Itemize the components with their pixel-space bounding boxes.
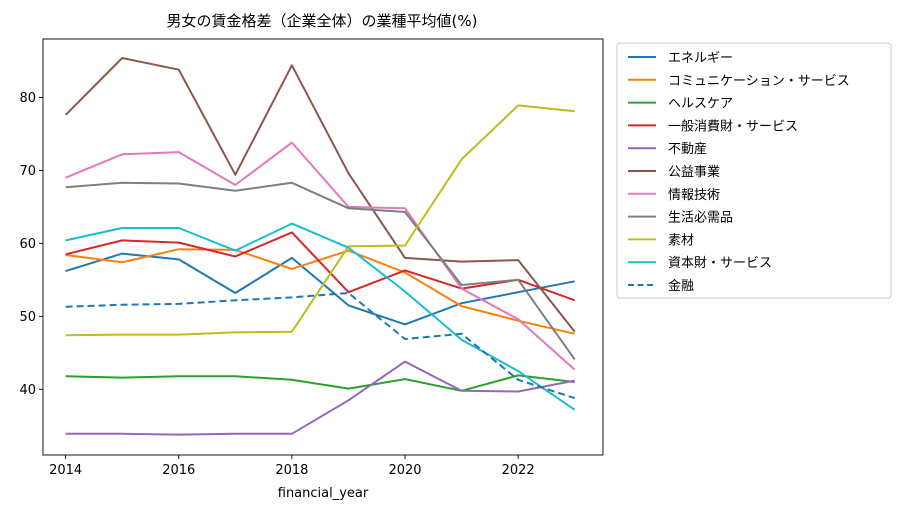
- x-tick-label: 2020: [388, 463, 421, 478]
- series-line-6: [65, 141, 576, 371]
- legend-label-8: 素材: [668, 233, 694, 248]
- legend: エネルギーコミュニケーション・サービスヘルスケア一般消費財・サービス不動産公益事…: [616, 42, 892, 299]
- x-tick-label: 2022: [502, 463, 535, 478]
- series-line-1: [65, 248, 575, 335]
- legend-label-2: ヘルスケア: [668, 97, 733, 112]
- y-tick-label: 60: [19, 237, 36, 252]
- y-tick-label: 70: [19, 164, 36, 179]
- chart-title: 男女の賃金格差（企業全体）の業種平均値(%): [167, 12, 478, 30]
- x-tick-label: 2018: [275, 463, 308, 478]
- series-line-2: [65, 374, 575, 392]
- legend-label-9: 資本財・サービス: [668, 256, 772, 271]
- x-tick-label: 2014: [49, 463, 82, 478]
- legend-label-5: 公益事業: [668, 164, 720, 180]
- series-line-7: [65, 181, 576, 360]
- legend-frame: [616, 42, 892, 299]
- plot-background: [43, 39, 603, 455]
- series-line-9: [65, 222, 576, 411]
- y-axis: 40 50 60 70 80: [19, 91, 43, 398]
- series-line-5: [64, 57, 576, 333]
- legend-label-6: 情報技術: [668, 188, 720, 203]
- legend-label-10: 金融: [668, 278, 694, 294]
- x-tick-label: 2016: [162, 463, 195, 478]
- legend-label-0: エネルギー: [668, 51, 733, 66]
- legend-label-7: 生活必需品: [668, 211, 733, 226]
- legend-label-3: 一般消費財・サービス: [668, 118, 798, 134]
- series-line-8: [65, 104, 575, 337]
- plot-area: 2014 2016 2018 2020 2022 40 50 60 70 80: [19, 38, 604, 478]
- legend-label-4: 不動産: [668, 141, 707, 157]
- x-axis-label: financial_year: [278, 486, 369, 501]
- plot-frame: [42, 38, 604, 456]
- x-axis: 2014 2016 2018 2020 2022: [49, 455, 535, 478]
- y-tick-label: 40: [19, 383, 36, 398]
- legend-label-1: コミュニケーション・サービス: [668, 74, 850, 89]
- series-layer: [64, 57, 576, 436]
- series-line-4: [65, 360, 575, 436]
- series-line-10: [65, 292, 576, 400]
- y-tick-label: 80: [19, 91, 36, 106]
- y-tick-label: 50: [19, 310, 36, 325]
- series-line-3: [65, 231, 576, 302]
